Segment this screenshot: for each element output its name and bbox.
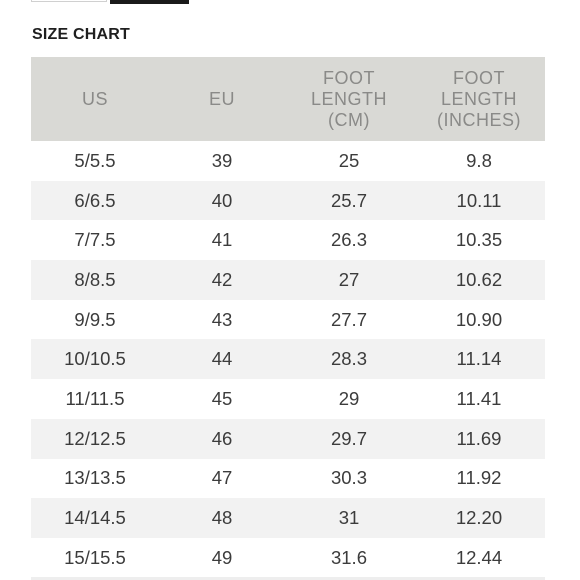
cell-eu: 41 bbox=[211, 229, 233, 251]
cell-us: 5/5.5 bbox=[74, 149, 116, 171]
cell-cm: 31 bbox=[285, 498, 413, 538]
page-title: SIZE CHART bbox=[32, 26, 130, 43]
header-us: US bbox=[31, 57, 159, 141]
cell-inches: 11.92 bbox=[456, 467, 502, 489]
cell-us: 14/14.5 bbox=[31, 498, 159, 538]
cell-cm: 27 bbox=[285, 260, 413, 300]
table-row: 11/11.5 45 29 11.41 bbox=[31, 379, 545, 419]
cell-eu: 43 bbox=[211, 308, 233, 330]
cell-eu: 45 bbox=[211, 387, 233, 409]
cell-inches: 12.20 bbox=[413, 498, 545, 538]
cell-inches: 10.35 bbox=[455, 229, 503, 251]
tab-inactive[interactable] bbox=[31, 0, 107, 2]
table-row: 14/14.5 48 31 12.20 bbox=[31, 498, 545, 538]
table-row: 6/6.5 40 25.7 10.11 bbox=[31, 180, 545, 221]
cell-us: 8/8.5 bbox=[31, 260, 159, 300]
cell-us: 11/11.5 bbox=[65, 387, 125, 409]
header-line: LENGTH bbox=[440, 88, 517, 109]
table-row: 10/10.5 44 28.3 11.14 bbox=[31, 339, 545, 380]
cell-cm: 27.7 bbox=[330, 308, 367, 330]
cell-eu: 40 bbox=[159, 180, 285, 221]
table-row: 7/7.5 41 26.3 10.35 bbox=[31, 220, 545, 260]
cell-us: 10/10.5 bbox=[31, 339, 159, 380]
header-foot-length-inches: FOOT LENGTH (INCHES) bbox=[413, 57, 545, 141]
table-row: 8/8.5 42 27 10.62 bbox=[31, 260, 545, 300]
header-line: LENGTH bbox=[310, 88, 387, 109]
table-row: 13/13.5 47 30.3 11.92 bbox=[31, 459, 545, 499]
table-row: 9/9.5 43 27.7 10.90 bbox=[31, 300, 545, 340]
cell-us: 12/12.5 bbox=[31, 418, 159, 459]
cell-inches: 11.69 bbox=[413, 418, 545, 459]
cell-eu: 47 bbox=[211, 467, 233, 489]
tab-active[interactable] bbox=[110, 0, 189, 4]
cell-inches: 9.8 bbox=[466, 149, 492, 171]
cell-inches: 10.90 bbox=[455, 308, 503, 330]
header-line: (INCHES) bbox=[437, 109, 521, 130]
cell-cm: 29.7 bbox=[285, 418, 413, 459]
cell-us: 9/9.5 bbox=[74, 308, 116, 330]
size-unit-tabs bbox=[31, 0, 191, 4]
table-row: 12/12.5 46 29.7 11.69 bbox=[31, 418, 545, 459]
table-body: 5/5.5 39 25 9.8 6/6.5 40 25.7 10.11 7/7.… bbox=[31, 141, 545, 578]
cell-eu: 44 bbox=[159, 339, 285, 380]
cell-inches: 12.44 bbox=[455, 546, 503, 568]
header-line: FOOT bbox=[323, 67, 375, 88]
header-eu-line: EU bbox=[208, 88, 235, 109]
cell-eu: 42 bbox=[159, 260, 285, 300]
header-foot-length-cm: FOOT LENGTH (CM) bbox=[285, 57, 413, 141]
size-chart-table: US EU FOOT LENGTH (CM) FOOT LENGTH (INCH… bbox=[31, 57, 545, 578]
cell-eu: 39 bbox=[211, 149, 233, 171]
header-us-line: US bbox=[81, 88, 108, 109]
cell-us: 7/7.5 bbox=[74, 229, 116, 251]
cell-eu: 48 bbox=[159, 498, 285, 538]
cell-eu: 46 bbox=[159, 418, 285, 459]
cell-cm: 25 bbox=[338, 149, 360, 171]
cell-inches: 11.41 bbox=[456, 387, 502, 409]
table-row: 15/15.5 49 31.6 12.44 bbox=[31, 538, 545, 578]
table-header-row: US EU FOOT LENGTH (CM) FOOT LENGTH (INCH… bbox=[31, 57, 545, 141]
cell-cm: 25.7 bbox=[285, 180, 413, 221]
table-bottom-divider bbox=[31, 577, 545, 580]
header-eu: EU bbox=[159, 57, 285, 141]
cell-us: 15/15.5 bbox=[64, 546, 126, 568]
header-line: FOOT bbox=[453, 67, 505, 88]
header-line: (CM) bbox=[328, 109, 370, 130]
table-row: 5/5.5 39 25 9.8 bbox=[31, 141, 545, 181]
cell-cm: 31.6 bbox=[330, 546, 367, 568]
cell-eu: 49 bbox=[211, 546, 233, 568]
cell-cm: 26.3 bbox=[330, 229, 367, 251]
cell-cm: 29 bbox=[338, 387, 360, 409]
cell-us: 6/6.5 bbox=[31, 180, 159, 221]
cell-cm: 28.3 bbox=[285, 339, 413, 380]
cell-inches: 10.11 bbox=[413, 180, 545, 221]
cell-inches: 11.14 bbox=[413, 339, 545, 380]
cell-cm: 30.3 bbox=[330, 467, 367, 489]
cell-us: 13/13.5 bbox=[64, 467, 126, 489]
cell-inches: 10.62 bbox=[413, 260, 545, 300]
